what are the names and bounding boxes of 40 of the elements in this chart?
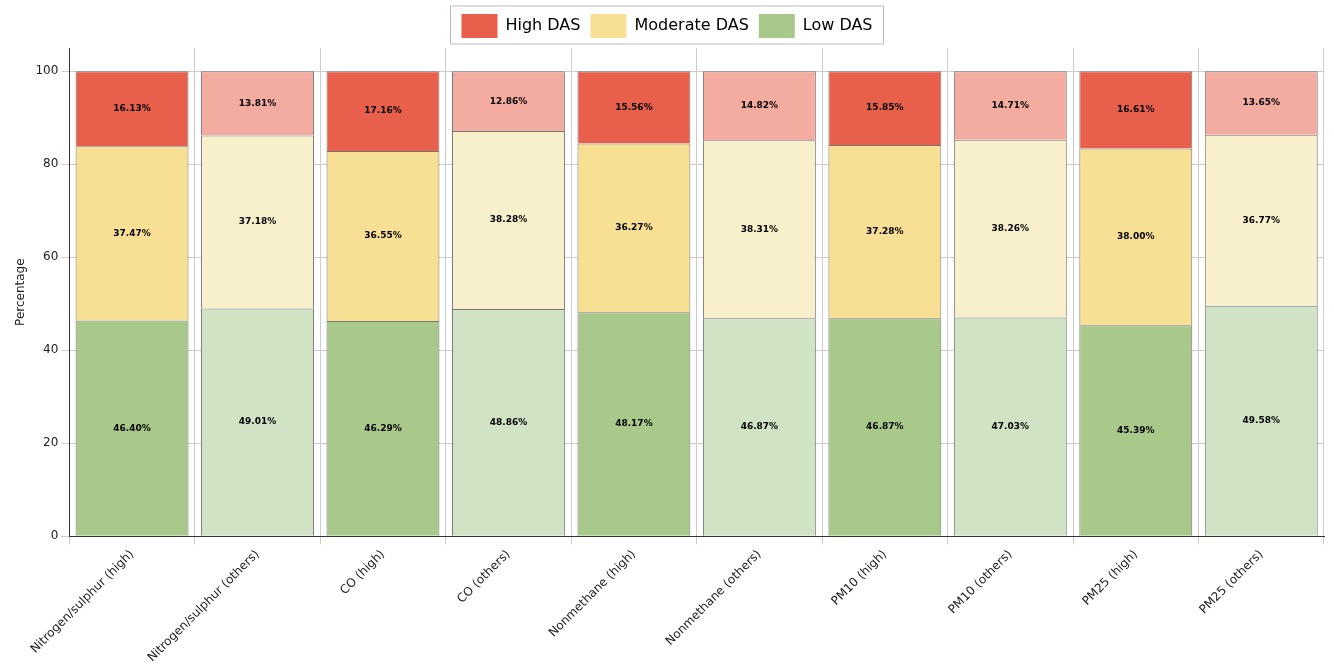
data-label: 37.47% [113, 227, 151, 238]
data-label: 16.13% [113, 103, 151, 114]
data-label: 47.03% [991, 421, 1030, 432]
data-label: 45.39% [1117, 424, 1155, 435]
data-label: 38.00% [1117, 231, 1155, 242]
data-label: 46.87% [866, 421, 904, 432]
data-label: 38.31% [740, 223, 779, 234]
data-label: 38.28% [489, 214, 528, 225]
data-label: 36.55% [364, 230, 402, 241]
data-label: 37.28% [866, 226, 904, 236]
legend-label: High DAS [505, 15, 581, 35]
legend-label: Low DAS [802, 15, 873, 35]
data-label: 13.65% [1242, 97, 1281, 108]
data-label: 48.86% [489, 416, 528, 427]
data-label: 16.61% [1117, 104, 1155, 115]
data-label: 49.58% [1242, 415, 1281, 426]
data-label: 37.18% [238, 216, 277, 227]
data-label: 17.16% [364, 105, 402, 116]
data-label: 49.01% [238, 416, 277, 427]
data-label: 12.86% [489, 95, 528, 106]
legend-label: Moderate DAS [634, 15, 749, 35]
data-label: 14.71% [991, 99, 1030, 110]
y-tick-label: 20 [43, 435, 59, 450]
data-label: 14.82% [740, 100, 779, 111]
data-label: 38.26% [991, 222, 1030, 233]
data-label: 48.17% [615, 418, 653, 429]
data-label: 13.81% [238, 97, 277, 108]
data-label: 15.85% [866, 102, 904, 113]
y-tick-label: 0 [50, 528, 59, 543]
data-label: 46.87% [740, 421, 779, 432]
data-label: 36.27% [615, 222, 653, 233]
y-tick-label: 40 [43, 342, 59, 357]
y-axis-title: Percentage [13, 258, 28, 326]
y-tick-label: 100 [35, 63, 59, 78]
data-label: 46.29% [364, 422, 402, 433]
y-tick-label: 80 [43, 156, 59, 171]
data-label: 36.77% [1242, 214, 1281, 225]
y-tick-label: 60 [43, 249, 59, 264]
data-label: 46.40% [113, 422, 151, 433]
data-label: 15.56% [615, 101, 653, 112]
